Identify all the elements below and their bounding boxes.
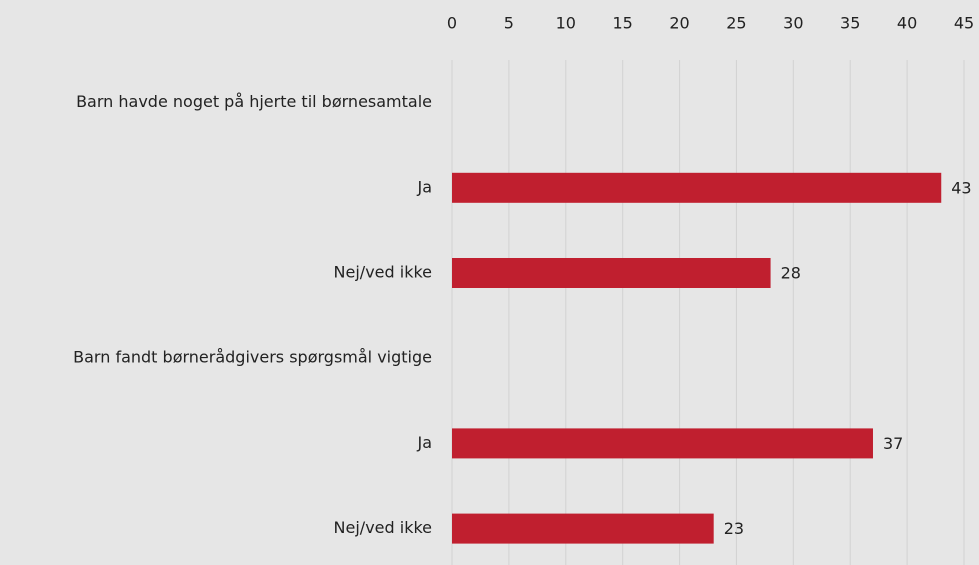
y-tick-label: Barn fandt børnerådgivers spørgsmål vigt… bbox=[73, 348, 432, 367]
y-tick-label: Nej/ved ikke bbox=[334, 263, 432, 282]
bar bbox=[452, 172, 942, 203]
x-tick-label: 40 bbox=[897, 14, 917, 33]
data-label: 37 bbox=[883, 434, 903, 453]
x-tick-label: 20 bbox=[669, 14, 689, 33]
x-tick-label: 10 bbox=[556, 14, 576, 33]
y-tick-label: Ja bbox=[416, 433, 432, 452]
bar bbox=[452, 258, 771, 288]
bar bbox=[452, 428, 873, 459]
bar bbox=[452, 513, 714, 544]
x-tick-label: 35 bbox=[840, 14, 860, 33]
data-label: 28 bbox=[781, 264, 801, 283]
x-tick-label: 5 bbox=[504, 14, 514, 33]
data-label: 43 bbox=[951, 178, 971, 197]
x-tick-label: 30 bbox=[783, 14, 803, 33]
x-tick-label: 0 bbox=[447, 14, 457, 33]
x-tick-label: 25 bbox=[726, 14, 746, 33]
x-tick-label: 15 bbox=[612, 14, 632, 33]
y-tick-label: Barn havde noget på hjerte til børnesamt… bbox=[76, 92, 432, 111]
y-tick-label: Ja bbox=[416, 177, 432, 196]
data-label: 23 bbox=[724, 519, 744, 538]
x-tick-label: 45 bbox=[954, 14, 974, 33]
y-tick-label: Nej/ved ikke bbox=[334, 518, 432, 537]
